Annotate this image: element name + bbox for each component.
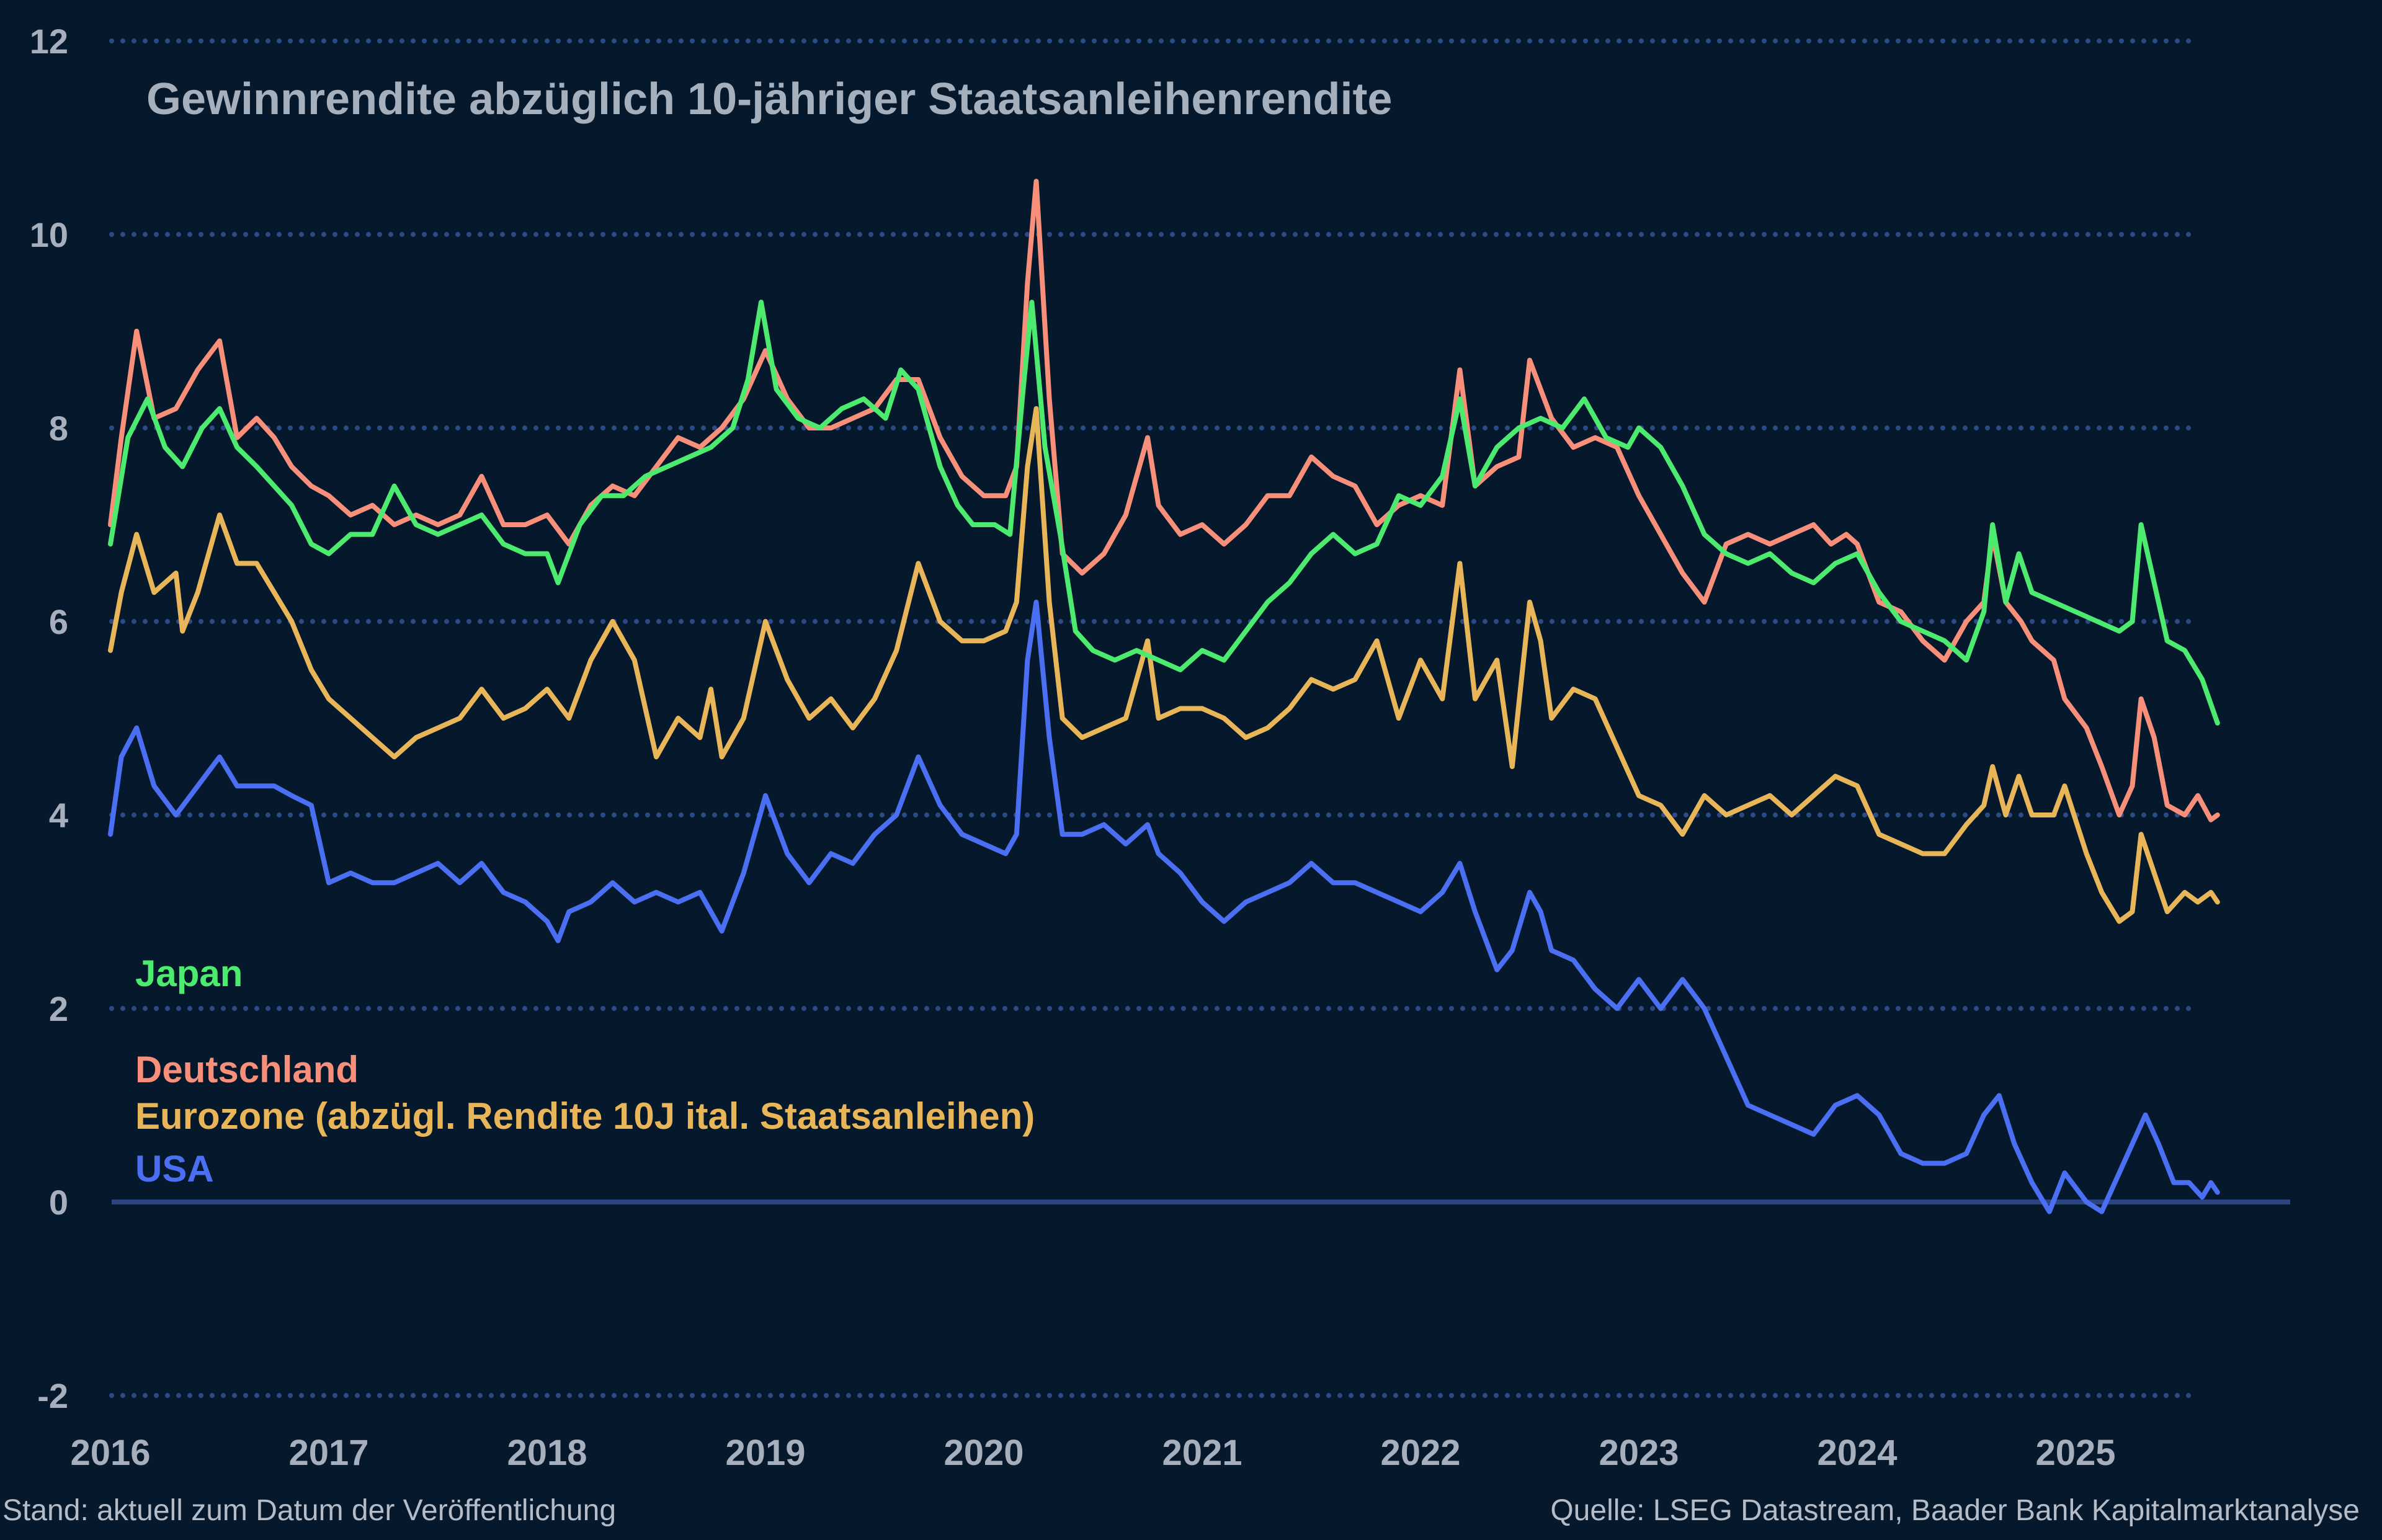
y-tick-label: 10 (30, 215, 68, 254)
x-tick-label: 2018 (507, 1433, 587, 1473)
x-tick-label: 2016 (70, 1433, 150, 1473)
y-tick-label: 12 (30, 22, 68, 61)
series-lines (108, 179, 2220, 1214)
series-line-japan (108, 300, 2220, 726)
legend: Japan Deutschland Eurozone (abzügl. Rendit… (135, 953, 1035, 1190)
footer-source: Quelle: LSEG Datastream, Baader Bank Kap… (1550, 1494, 2360, 1527)
legend-entry: Deutschland (135, 1049, 359, 1090)
footer-stand: Stand: aktuell zum Datum der Veröffentli… (2, 1494, 617, 1527)
series-line-usa (108, 599, 2220, 1214)
y-tick-label: 4 (49, 796, 68, 835)
x-axis-ticks: 2016 2017 2018 2019 2020 2021 2022 2023 2024 2025 (70, 1433, 2115, 1473)
grid-lines (109, 38, 2198, 1398)
x-tick-label: 2021 (1162, 1433, 1242, 1473)
x-tick-label: 2024 (1817, 1433, 1897, 1473)
x-tick-label: 2019 (725, 1433, 805, 1473)
chart-title: Gewinnrendite abzüglich 10-jähriger Staa… (146, 74, 1392, 124)
series-line-eurozone (108, 406, 2220, 924)
y-tick-label: 2 (49, 989, 68, 1028)
legend-entry: Japan (135, 953, 243, 994)
x-tick-label: 2025 (2035, 1433, 2115, 1473)
x-tick-label: 2017 (288, 1433, 368, 1473)
x-tick-label: 2023 (1599, 1433, 1679, 1473)
y-tick-label: 8 (49, 409, 68, 448)
x-tick-label: 2022 (1380, 1433, 1460, 1473)
y-axis-ticks: 12 10 8 6 4 2 0 -2 (30, 22, 68, 1415)
y-tick-label: -2 (37, 1376, 68, 1415)
legend-entry: USA (135, 1148, 214, 1190)
y-tick-label: 0 (49, 1183, 68, 1222)
y-tick-label: 6 (49, 602, 68, 641)
legend-entry: Eurozone (abzügl. Rendite 10J ital. Staa… (135, 1095, 1035, 1137)
series-line-deutschland (108, 179, 2220, 822)
x-tick-label: 2020 (943, 1433, 1024, 1473)
